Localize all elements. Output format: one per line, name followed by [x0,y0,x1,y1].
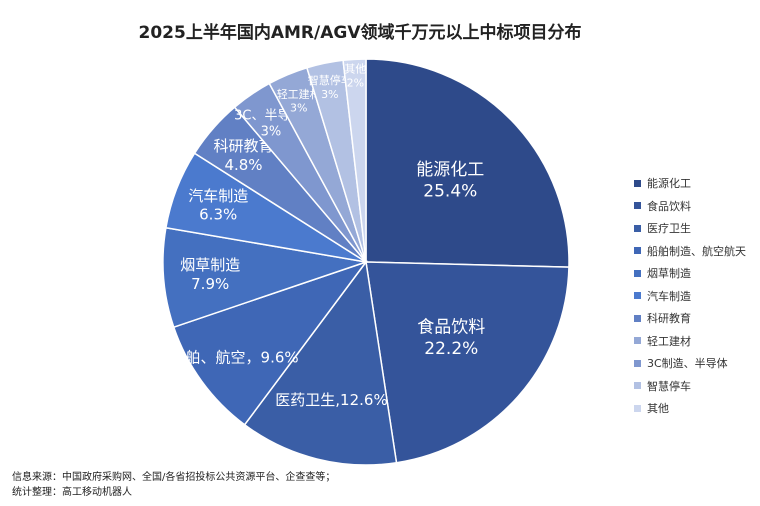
slice-label: 能源化工 [416,160,484,180]
pie-slice [365,261,570,464]
slice-label: 2% [347,76,364,89]
slice-label: 3% [321,88,338,101]
slice-label: 7.9% [191,275,229,293]
slice-label: 3% [261,125,282,140]
legend-swatch [634,202,641,210]
pie-slice [243,260,398,466]
slice-label: 医药卫生,12.6% [275,391,387,409]
slice-label: 25.4% [423,181,477,201]
slice-label: 科研教育 [213,137,273,155]
slice-label: 船舶、航空，9.6% [171,349,299,367]
legend-label: 食品饮料 [647,199,691,213]
slice-label: 烟草制造 [180,256,240,274]
legend-label: 烟草制造 [647,267,691,281]
legend-item: 科研教育 [634,307,746,330]
slice-label: 4.8% [224,156,262,174]
slice-label: 其他 [344,63,366,76]
pie-slice [172,260,369,426]
legend-label: 3C制造、半导体 [647,357,728,371]
legend-label: 科研教育 [647,312,691,326]
pie-slice [342,58,367,263]
legend-item: 烟草制造 [634,262,746,285]
legend-swatch [634,382,641,390]
chart-title: 2025上半年国内AMR/AGV领域千万元以上中标项目分布 [138,23,582,43]
legend-swatch [634,224,641,232]
legend-item: 汽车制造 [634,285,746,308]
slice-label: 6.3% [199,206,237,224]
pie-slice [365,58,570,268]
legend-item: 智慧停车 [634,375,746,398]
source-note: 信息来源：中国政府采购网、全国/各省招投标公共资源平台、企查查等； 统计整理：高… [12,470,335,500]
legend-swatch [634,314,641,322]
legend-item: 船舶制造、航空航天 [634,240,746,263]
slice-label: 汽车制造 [188,187,248,205]
legend-swatch [634,269,641,277]
source-line-2: 统计整理：高工移动机器人 [12,487,132,498]
legend-item: 其他 [634,397,746,420]
legend-label: 其他 [647,402,669,416]
legend-item: 轻工建材 [634,330,746,353]
chart-legend: 能源化工食品饮料医疗卫生船舶制造、航空航天 烟草制造汽车制造科研教育轻工建材 3C制… [634,172,746,420]
legend-swatch [634,179,641,187]
legend-swatch [634,337,641,345]
legend-item: 3C制造、半导体 [634,352,746,375]
legend-label: 船舶制造、航空航天 [647,244,746,258]
legend-swatch [634,404,641,412]
legend-label: 轻工建材 [647,334,691,348]
slice-label: 3% [290,102,307,115]
legend-label: 医疗卫生 [647,222,691,236]
legend-item: 食品饮料 [634,195,746,218]
legend-item: 能源化工 [634,172,746,195]
slice-label: 食品饮料 [417,318,485,338]
slice-label: 22.2% [424,339,478,359]
legend-label: 智慧停车 [647,379,691,393]
legend-item: 医疗卫生 [634,217,746,240]
source-line-1: 信息来源：中国政府采购网、全国/各省招投标公共资源平台、企查查等； [12,472,336,483]
legend-swatch [634,292,641,300]
legend-swatch [634,247,641,255]
legend-label: 汽车制造 [647,289,691,303]
legend-swatch [634,359,641,367]
slice-label: 智慧停车 [308,73,352,87]
pie-slice [162,226,367,329]
slice-label: 轻工建材 [277,87,321,101]
legend-label: 能源化工 [647,177,691,191]
